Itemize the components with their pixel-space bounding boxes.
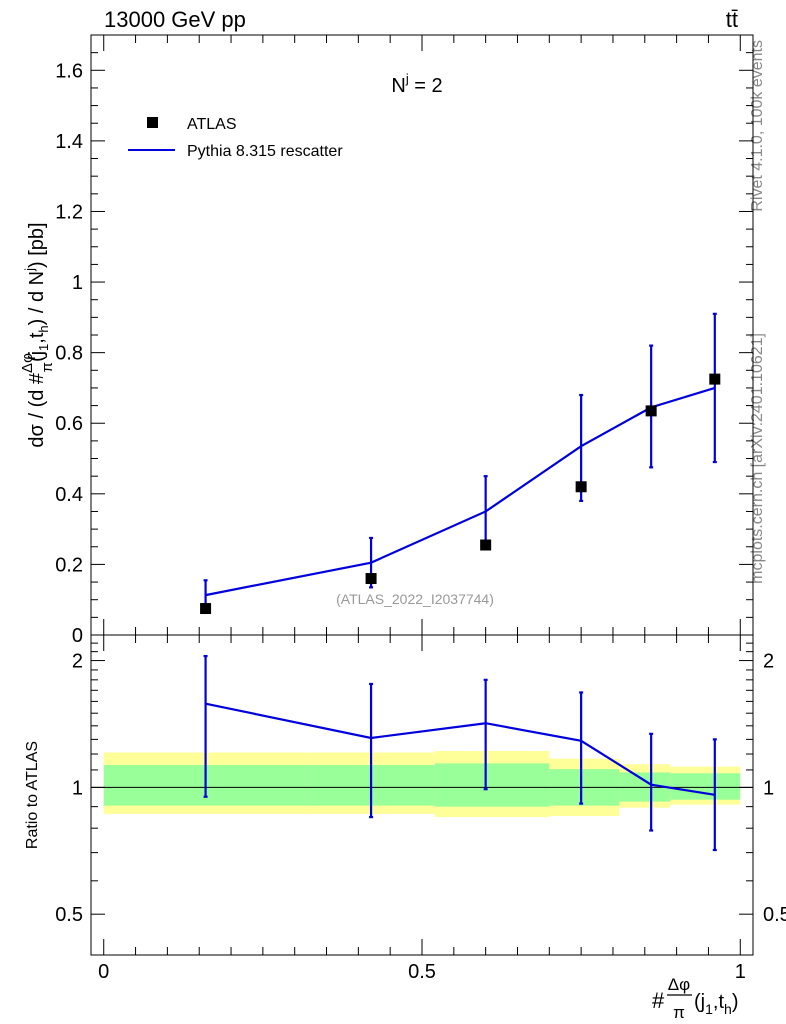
pythia-line [205,386,716,597]
x-axis-title: # Δφ π (j1,th) [652,975,739,1022]
main-y-tick-label: 0.8 [55,343,83,365]
main-y-tick-label: 1.6 [55,60,83,82]
ratio-y-tick-label-right: 2 [763,651,774,673]
atlas-data-point [575,481,587,493]
main-y-tick-label: 1 [72,272,83,294]
ratio-y-tick-label: 1 [72,777,83,799]
ratio-panel: 0.5 0.5 1 1 2 2 0 0.5 1 Ratio to ATLAS # Δφ π (j… [24,634,786,1022]
svg-text:#: # [652,988,665,1013]
atlas-data-point [645,405,657,417]
ratio-y-tick-label-right: 0.5 [763,904,786,926]
ratio-frame [90,634,754,956]
ratio-y-axis-title: Ratio to ATLAS [24,741,41,849]
main-y-tick-label: 0.6 [55,413,83,435]
svg-text:Δφ: Δφ [668,975,690,994]
main-y-tick-label: 0 [72,625,83,647]
analysis-watermark: (ATLAS_2022_I2037744) [336,591,494,607]
x-tick-label: 0.5 [408,961,436,983]
atlas-data-point [709,373,721,385]
ratio-pythia-line [205,702,715,796]
legend-pythia-label: Pythia 8.315 rescatter [187,143,343,160]
legend: ATLAS Pythia 8.315 rescatter [128,116,343,160]
header-process-label: tt̄ [726,7,738,32]
svg-text:π: π [673,1003,685,1022]
atlas-data-point [200,603,212,615]
header-energy-label: 13000 GeV pp [104,7,246,32]
atlas-data-point [480,539,492,551]
main-y-tick-label: 0.4 [55,484,83,506]
atlas-data-point [365,573,377,585]
svg-text:dσ / (d #Δφπ(j1,th) / d Nj) [p: dσ / (d #Δφ π(j1,th) / d Nj) [pb] [19,222,56,447]
njet-annotation: Nj = 2 [391,71,442,97]
main-y-tick-label: 1.2 [55,201,83,223]
main-y-tick-label: 0.2 [55,554,83,576]
main-y-tick-label: 1.4 [55,131,83,153]
x-tick-label: 1 [735,961,746,983]
ratio-y-tick-label: 2 [72,651,83,673]
legend-atlas-label: ATLAS [187,116,237,133]
ratio-band-green [434,763,550,807]
main-y-axis-title: dσ / (d #Δφ π(j1,th) / d Nj) [pb] [19,222,56,447]
ratio-y-tick-label-right: 1 [763,777,774,799]
legend-atlas-marker [147,117,158,128]
svg-text:(j1,th): (j1,th) [694,991,739,1017]
ratio-y-tick-label: 0.5 [55,904,83,926]
ratio-band-green [670,773,741,800]
rivet-version-label: Rivet 4.1.0, 100k events [749,40,766,212]
main-panel: 0 0.2 0.4 0.6 0.8 1 1.2 1.4 1.6 Nj = 2 (ATLAS_20… [19,34,754,647]
x-tick-label: 0 [98,961,109,983]
